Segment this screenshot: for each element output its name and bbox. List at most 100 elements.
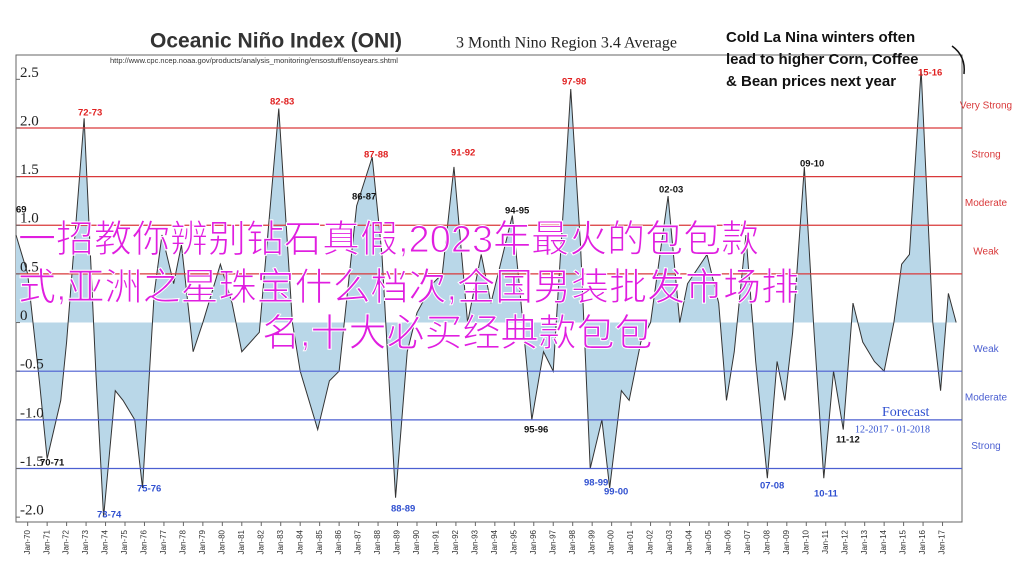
x-tick-label: Jan-72 — [62, 529, 71, 554]
y-tick-label: 2.5 — [20, 65, 39, 81]
x-tick-label: Jan-98 — [568, 529, 577, 554]
x-tick-label: Jan-06 — [724, 529, 733, 554]
season-label: 87-88 — [364, 150, 388, 161]
source-url: http://www.cpc.ncep.noaa.gov/products/an… — [110, 56, 398, 65]
x-tick-label: Jan-82 — [256, 529, 265, 554]
x-tick-label: Jan-73 — [81, 529, 90, 554]
x-tick-label: Jan-13 — [860, 529, 869, 554]
x-tick-label: Jan-15 — [899, 529, 908, 554]
x-tick-label: Jan-89 — [393, 529, 402, 554]
season-label: 09-10 — [800, 159, 824, 170]
threshold-label: Strong — [971, 149, 1000, 160]
x-tick-label: Jan-83 — [276, 529, 285, 554]
x-tick-label: Jan-01 — [626, 529, 635, 554]
x-tick-label: Jan-70 — [23, 529, 32, 554]
threshold-label: Moderate — [965, 198, 1008, 209]
x-tick-label: Jan-94 — [490, 529, 499, 554]
overlay-text: 式,亚洲之星珠宝什么档次,全国男装批发市场排 — [18, 267, 799, 309]
x-tick-label: Jan-09 — [782, 529, 791, 554]
x-tick-label: Jan-81 — [237, 529, 246, 554]
x-tick-label: Jan-87 — [354, 529, 363, 554]
x-tick-label: Jan-76 — [140, 529, 149, 554]
season-label: 94-95 — [505, 206, 530, 217]
callout: & Bean prices next year — [726, 73, 896, 90]
season-label: 15-16 — [918, 68, 942, 79]
season-label: 99-00 — [604, 487, 628, 498]
y-tick-label: -1.5 — [20, 454, 44, 470]
season-label: 72-73 — [78, 108, 102, 119]
season-label: 97-98 — [562, 77, 586, 88]
x-tick-label: Jan-95 — [509, 529, 518, 554]
season-label: 88-89 — [391, 504, 415, 515]
callout: lead to higher Corn, Coffee — [726, 51, 919, 68]
y-tick-label: 0 — [20, 308, 28, 324]
season-label: 02-03 — [659, 185, 683, 196]
x-tick-label: Jan-04 — [685, 529, 694, 554]
y-tick-label: 2.0 — [20, 113, 39, 129]
x-tick-label: Jan-02 — [646, 529, 655, 554]
x-tick-label: Jan-77 — [159, 529, 168, 554]
x-tick-label: Jan-85 — [315, 529, 324, 554]
callout-arrow — [951, 45, 965, 75]
x-tick-label: Jan-88 — [373, 529, 382, 554]
x-tick-label: Jan-00 — [607, 529, 616, 554]
x-tick-label: Jan-97 — [548, 529, 557, 554]
season-label: 73-74 — [97, 510, 122, 521]
y-tick-label: 0.5 — [20, 259, 39, 275]
chart-title: Oceanic Niño Index (ONI) — [150, 30, 402, 53]
x-tick-label: Jan-91 — [432, 529, 441, 554]
y-tick-label: 1.0 — [20, 211, 39, 227]
x-tick-label: Jan-08 — [762, 529, 771, 554]
forecast-period: 12-2017 - 01-2018 — [855, 424, 930, 435]
area — [16, 69, 957, 518]
threshold-label: Weak — [973, 247, 999, 258]
threshold-label: Strong — [971, 441, 1000, 452]
x-tick-label: Jan-14 — [879, 529, 888, 554]
season-label: 70-71 — [40, 458, 65, 469]
threshold-label: Very Strong — [960, 101, 1012, 112]
x-tick-label: Jan-71 — [42, 529, 51, 554]
y-tick-label: -1.0 — [20, 405, 44, 421]
x-tick-label: Jan-07 — [743, 529, 752, 554]
x-tick-label: Jan-74 — [101, 529, 110, 554]
season-label: 75-76 — [137, 484, 161, 495]
x-tick-label: Jan-99 — [587, 529, 596, 554]
x-tick-label: Jan-10 — [801, 529, 810, 554]
x-tick-label: Jan-17 — [938, 529, 947, 554]
season-label: 82-83 — [270, 97, 294, 108]
callout: Cold La Nina winters often — [726, 29, 915, 46]
season-label: 95-96 — [524, 425, 548, 436]
x-tick-label: Jan-80 — [217, 529, 226, 554]
x-tick-label: Jan-05 — [704, 529, 713, 554]
x-tick-label: Jan-92 — [451, 529, 460, 554]
x-tick-label: Jan-84 — [295, 529, 304, 554]
x-tick-label: Jan-11 — [821, 529, 830, 553]
season-label: 11-12 — [836, 435, 860, 446]
y-tick-label: -2.0 — [20, 503, 44, 519]
x-tick-label: Jan-79 — [198, 529, 207, 554]
season-label: 69 — [16, 205, 27, 216]
x-tick-label: Jan-12 — [840, 529, 849, 554]
season-label: 91-92 — [451, 148, 475, 159]
y-tick-label: 1.5 — [20, 162, 39, 178]
chart-subtitle: 3 Month Nino Region 3.4 Average — [456, 35, 677, 52]
x-tick-label: Jan-03 — [665, 529, 674, 554]
x-tick-label: Jan-96 — [529, 529, 538, 554]
x-tick-label: Jan-93 — [470, 529, 479, 554]
x-tick-label: Jan-90 — [412, 529, 421, 554]
season-label: 98-99 — [584, 478, 608, 489]
season-label: 86-87 — [352, 192, 376, 203]
x-tick-label: Jan-75 — [120, 529, 129, 554]
season-label: 10-11 — [814, 489, 838, 500]
x-tick-label: Jan-86 — [334, 529, 343, 554]
line — [15, 69, 957, 518]
x-tick-label: Jan-16 — [918, 529, 927, 554]
overlay-text: 名,十大必买经典款包包 — [262, 313, 653, 355]
season-label: 07-08 — [760, 481, 784, 492]
y-tick-label: -0.5 — [20, 357, 44, 373]
overlay-text: 一招教你辨别钻石真假,2023年最火的包包款 — [18, 219, 759, 261]
x-tick-label: Jan-78 — [179, 529, 188, 554]
forecast-label: Forecast — [882, 405, 930, 420]
threshold-label: Moderate — [965, 392, 1008, 403]
